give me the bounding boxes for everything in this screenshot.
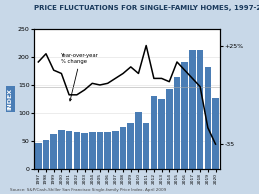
Bar [35,143,41,169]
Bar [81,133,88,169]
Bar [174,77,180,169]
Bar [205,67,211,169]
Text: Year-over-year
% change: Year-over-year % change [61,53,99,101]
Bar [112,131,119,169]
Bar [158,99,165,169]
Bar [51,134,57,169]
Bar [150,96,157,169]
Bar [212,98,219,169]
Bar [66,131,73,169]
Text: PRICE FLUCTUATIONS FOR SINGLE-FAMILY HOMES, 1997-2009: PRICE FLUCTUATIONS FOR SINGLE-FAMILY HOM… [34,5,259,11]
Bar [127,123,134,169]
Bar [166,89,172,169]
Bar [104,132,111,169]
Bar [189,50,196,169]
Bar [135,112,142,169]
Bar [89,132,96,169]
Text: INDEX: INDEX [8,88,13,110]
Bar [181,61,188,169]
Bar [143,123,149,169]
Bar [120,127,126,169]
Text: Source: S&P/Cash-Shiller San Francisco Single-family Price Index, April 2009: Source: S&P/Cash-Shiller San Francisco S… [10,188,167,192]
Bar [74,133,80,169]
Bar [43,140,49,169]
Bar [97,133,103,169]
Bar [58,130,65,169]
Bar [197,50,203,169]
